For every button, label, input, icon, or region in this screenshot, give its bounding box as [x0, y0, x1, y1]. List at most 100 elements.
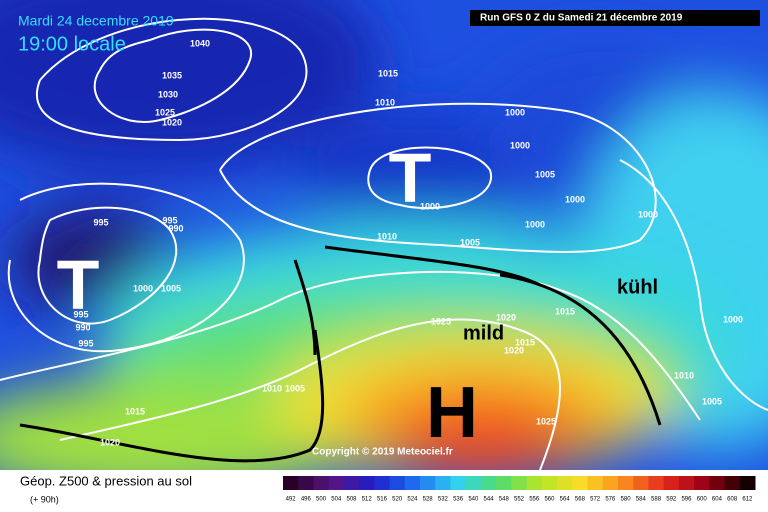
isobar-label: 1000 — [565, 194, 585, 204]
scale-label: 612 — [742, 497, 753, 503]
scale-swatch — [359, 476, 375, 490]
isobar-label: 1015 — [378, 68, 398, 78]
low-marker: T — [57, 245, 100, 323]
isobar-label: 995 — [78, 338, 93, 348]
isobar-label: 1000 — [638, 209, 658, 219]
scale-label: 576 — [605, 497, 616, 503]
scale-label: 492 — [286, 497, 297, 503]
scale-label: 592 — [666, 497, 677, 503]
copyright: Copyright © 2019 Meteociel.fr — [312, 447, 453, 458]
isobar-label: 1015 — [555, 306, 575, 316]
map-field — [0, 0, 768, 470]
isobar-label: 1010 — [375, 97, 395, 107]
scale-swatch — [343, 476, 360, 490]
scale-swatch — [541, 476, 558, 490]
footer-title: Géop. Z500 & pression au sol — [20, 473, 192, 488]
isobar-label: 1025 — [536, 416, 556, 426]
scale-label: 524 — [407, 497, 418, 503]
isobar-label: 990 — [75, 322, 90, 332]
isobar-label: 1010 — [377, 231, 397, 241]
scale-swatch — [526, 476, 543, 490]
scale-label: 568 — [575, 497, 586, 503]
scale-swatch — [633, 476, 649, 490]
isobar-label: 1015 — [515, 337, 535, 347]
date-label: Mardi 24 decembre 2019 — [18, 13, 174, 29]
isobar-label: 1020 — [162, 117, 182, 127]
run-banner — [470, 10, 760, 26]
scale-label: 520 — [392, 497, 403, 503]
scale-label: 540 — [468, 497, 479, 503]
annotation: kühl — [617, 276, 658, 298]
isobar-label: 1000 — [510, 140, 530, 150]
isobar-label: 1000 — [505, 107, 525, 117]
scale-swatch — [587, 476, 604, 490]
scale-swatch — [435, 476, 451, 490]
isobar-label: 1015 — [125, 406, 145, 416]
isobar-label: 1020 — [100, 437, 120, 447]
scale-label: 584 — [636, 497, 647, 503]
scale-swatch — [480, 476, 497, 490]
scale-label: 500 — [316, 497, 327, 503]
isobar-label: 995 — [73, 309, 88, 319]
isobar-label: 1020 — [496, 312, 516, 322]
isobar-label: 1040 — [190, 38, 210, 48]
isobar-label: 1000 — [420, 201, 440, 211]
scale-label: 548 — [499, 497, 510, 503]
isobar-label: 995 — [93, 217, 108, 227]
scale-label: 516 — [377, 497, 388, 503]
isobar-label: 1005 — [460, 237, 480, 247]
scale-label: 600 — [697, 497, 708, 503]
scale-label: 560 — [544, 497, 555, 503]
scale-label: 508 — [347, 497, 358, 503]
footer-lead: (+ 90h) — [30, 494, 59, 504]
run-label: Run GFS 0 Z du Samedi 21 décembre 2019 — [480, 13, 683, 24]
scale-swatch — [511, 476, 528, 490]
color-scale: 492 496 500 504 508 512 516 520 524 528 532 536 540 5… — [283, 476, 756, 503]
scale-swatch — [663, 476, 680, 490]
scale-label: 544 — [484, 497, 495, 503]
scale-swatch — [557, 476, 573, 490]
scale-label: 532 — [438, 497, 449, 503]
isobar-label: 1030 — [158, 89, 178, 99]
scale-label: 596 — [681, 497, 692, 503]
scale-label: 556 — [529, 497, 540, 503]
scale-swatch — [404, 476, 421, 490]
scale-label: 512 — [362, 497, 373, 503]
scale-swatch — [572, 476, 589, 490]
isobar-label: 1000 — [525, 219, 545, 229]
isobar-label: 1025 — [431, 316, 451, 326]
scale-label: 504 — [331, 497, 342, 503]
scale-swatch — [694, 476, 710, 490]
scale-label: 604 — [712, 497, 723, 503]
scale-label: 496 — [301, 497, 312, 503]
isobar-label: 1020 — [504, 345, 524, 355]
annotation: mild — [463, 322, 504, 344]
scale-label: 536 — [453, 497, 464, 503]
scale-label: 588 — [651, 497, 662, 503]
low-marker: T — [389, 138, 432, 216]
isobar-label: 1010 — [262, 383, 282, 393]
scale-swatch — [465, 476, 482, 490]
scale-label: 552 — [514, 497, 525, 503]
isobar-label: 1010 — [674, 370, 694, 380]
isobar-label: 1005 — [161, 283, 181, 293]
scale-swatch — [678, 476, 695, 490]
scale-swatch — [283, 476, 299, 490]
isobar-label: 1005 — [285, 383, 305, 393]
scale-label: 528 — [423, 497, 434, 503]
scale-swatch — [602, 476, 619, 490]
scale-label: 608 — [727, 497, 738, 503]
isobar-label: 1005 — [702, 396, 722, 406]
scale-swatch — [313, 476, 330, 490]
isobar-label: 1005 — [535, 169, 555, 179]
scale-swatch — [298, 476, 314, 490]
isobar-label: 990 — [168, 223, 183, 233]
scale-swatch — [617, 476, 634, 490]
scale-swatch — [709, 476, 726, 490]
scale-label: 564 — [560, 497, 571, 503]
high-marker: H — [426, 373, 478, 453]
isobar-label: 995 — [162, 215, 177, 225]
scale-swatch — [496, 476, 512, 490]
isobar-label: 1035 — [162, 70, 182, 80]
